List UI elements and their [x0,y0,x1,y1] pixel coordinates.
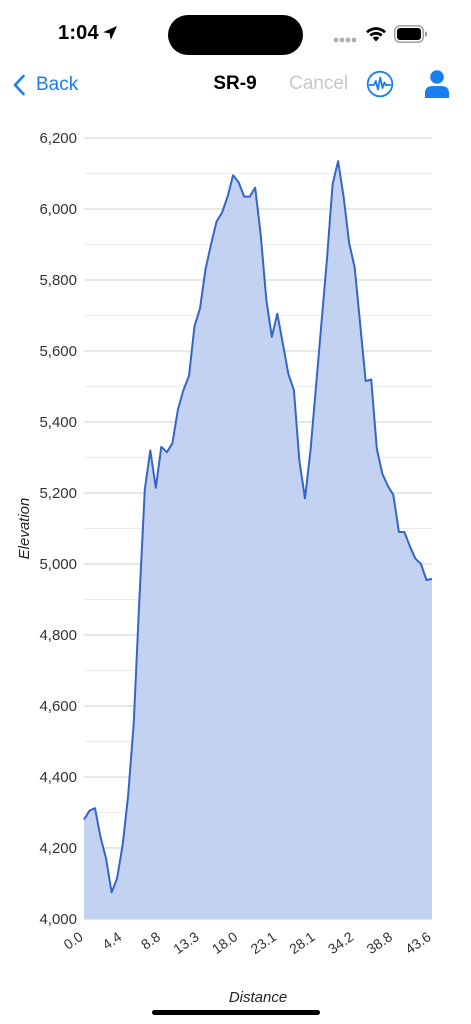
y-tick-label: 5,800 [39,272,77,289]
elevation-area [84,161,432,920]
cellular-dots-icon [333,37,357,43]
back-button[interactable]: Back [12,70,78,100]
y-tick-label: 5,400 [39,414,77,431]
y-tick-label: 4,400 [39,769,77,786]
location-arrow-icon [103,26,117,40]
y-tick-label: 5,200 [39,485,77,502]
dynamic-island [168,15,303,55]
y-tick-label: 6,200 [39,130,77,147]
chart-canvas: 6,200 6,000 5,800 5,600 5,400 5,200 5,000 4,800… [16,130,434,1006]
y-tick-label: 4,000 [39,911,77,928]
x-tick-label: 23.1 [248,928,280,957]
back-label: Back [36,74,79,95]
person-icon[interactable] [424,69,450,99]
x-tick-label: 34.2 [325,928,357,957]
y-axis-label: Elevation [16,498,33,560]
y-tick-label: 4,800 [39,627,77,644]
y-tick-label: 5,000 [39,556,77,573]
page-title: SR-9 [213,73,257,94]
cancel-button[interactable]: Cancel [289,73,349,94]
x-tick-label: 28.1 [286,928,318,957]
x-axis-label: Distance [229,989,287,1006]
wifi-icon [366,27,386,42]
x-tick-label: 13.3 [170,928,202,957]
y-tick-label: 4,600 [39,698,77,715]
elevation-chart: 6,200 6,000 5,800 5,600 5,400 5,200 5,000 4,800… [0,108,471,1008]
pulse-icon[interactable] [366,70,394,98]
elevation-line [83,160,433,894]
x-tick-label: 4.4 [99,928,124,952]
navigation-bar: Back SR-9 Cancel [0,62,471,108]
x-tick-label: 43.6 [402,928,434,957]
chevron-left-icon [13,74,25,96]
x-tick-label: 0.0 [61,928,86,952]
y-tick-label: 5,600 [39,343,77,360]
status-bar: 1:04 [0,0,471,62]
x-tick-label: 8.8 [138,928,163,952]
status-time: 1:04 [58,22,99,44]
x-tick-label: 38.8 [364,928,396,957]
y-tick-label: 6,000 [39,201,77,218]
x-tick-label: 18.0 [209,928,241,957]
y-tick-label: 4,200 [39,840,77,857]
home-indicator[interactable] [152,1010,320,1015]
battery-icon [394,25,428,43]
